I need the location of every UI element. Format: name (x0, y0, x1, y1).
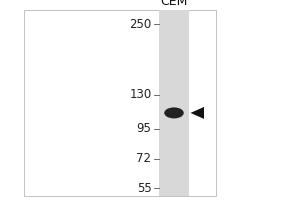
Text: 250: 250 (129, 18, 152, 31)
Ellipse shape (164, 107, 184, 118)
Text: 95: 95 (136, 122, 152, 135)
Text: 130: 130 (129, 88, 152, 101)
Bar (159, 10, 189, 196)
Text: 72: 72 (136, 152, 152, 165)
Polygon shape (190, 107, 204, 119)
Bar (24, 10, 216, 196)
Text: 55: 55 (137, 182, 152, 194)
Text: CEM: CEM (160, 0, 188, 8)
